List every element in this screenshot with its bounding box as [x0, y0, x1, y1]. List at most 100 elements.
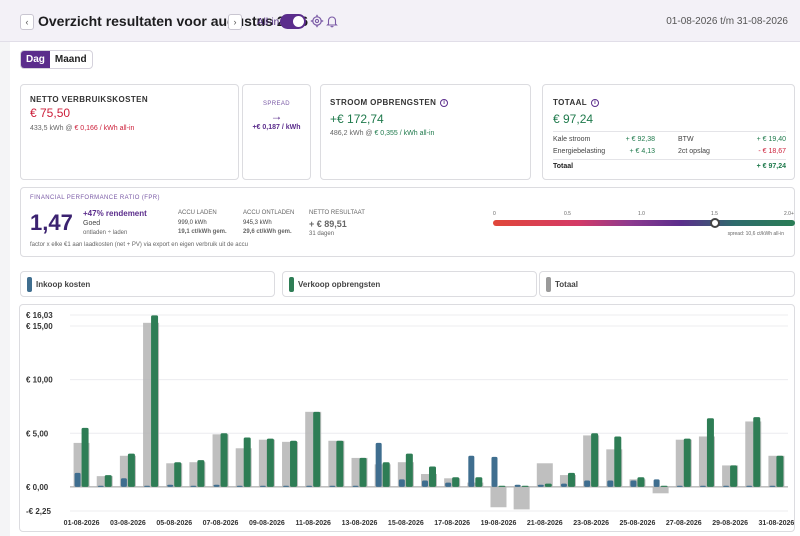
row-label: Energiebelasting: [553, 148, 606, 155]
legend-verkoop[interactable]: Verkoop opbrengsten: [282, 271, 537, 297]
bar-verkoop[interactable]: [174, 462, 182, 487]
bar-verkoop[interactable]: [104, 475, 112, 487]
bar-verkoop[interactable]: [81, 427, 89, 487]
bar-inkoop[interactable]: [329, 485, 336, 487]
bar-verkoop[interactable]: [567, 472, 575, 487]
kosten-value: € 75,50: [30, 106, 71, 120]
bar-inkoop[interactable]: [630, 480, 637, 487]
bar-inkoop[interactable]: [306, 485, 313, 487]
row-label: 2ct opslag: [678, 148, 710, 155]
bar-inkoop[interactable]: [607, 480, 614, 487]
bar-inkoop[interactable]: [676, 485, 683, 487]
legend-swatch: [546, 277, 551, 292]
opbrengsten-value: +€ 172,74: [330, 112, 384, 126]
bar-verkoop[interactable]: [382, 462, 390, 487]
next-period-button[interactable]: ›: [228, 14, 242, 30]
top-bar: ‹ Overzicht resultaten voor augustus 202…: [0, 0, 800, 42]
bar-verkoop[interactable]: [498, 485, 506, 487]
bar-verkoop[interactable]: [220, 433, 228, 487]
bar-inkoop[interactable]: [190, 485, 197, 487]
bar-verkoop[interactable]: [336, 440, 344, 487]
x-tick-label: 07-08-2026: [203, 520, 239, 527]
bar-inkoop[interactable]: [769, 485, 776, 487]
bar-totaal[interactable]: [490, 486, 507, 508]
bar-inkoop[interactable]: [398, 479, 405, 487]
bar-verkoop[interactable]: [475, 477, 483, 487]
bar-inkoop[interactable]: [97, 485, 104, 487]
legend-inkoop[interactable]: Inkoop kosten: [20, 271, 275, 297]
bar-verkoop[interactable]: [683, 438, 691, 487]
bar-inkoop[interactable]: [144, 485, 151, 487]
legend-totaal[interactable]: Totaal: [539, 271, 795, 297]
bar-verkoop[interactable]: [243, 437, 251, 487]
bar-inkoop[interactable]: [723, 485, 730, 487]
bar-verkoop[interactable]: [290, 440, 298, 487]
allin-toggle[interactable]: [280, 14, 306, 29]
bar-verkoop[interactable]: [521, 485, 529, 487]
bar-inkoop[interactable]: [537, 484, 544, 487]
bar-verkoop[interactable]: [637, 477, 645, 487]
bar-inkoop[interactable]: [422, 480, 428, 487]
bar-totaal[interactable]: [513, 486, 530, 510]
bar-verkoop[interactable]: [544, 483, 552, 487]
bar-verkoop[interactable]: [359, 457, 367, 487]
x-tick-label: 13-08-2026: [342, 520, 378, 527]
kosten-detail-price: € 0,166 / kWh all-in: [74, 125, 135, 132]
bell-icon[interactable]: [325, 14, 339, 28]
bar-inkoop[interactable]: [213, 484, 220, 487]
x-tick-label: 25-08-2026: [620, 520, 656, 527]
bar-verkoop[interactable]: [266, 438, 274, 487]
bar-verkoop[interactable]: [405, 453, 413, 487]
bar-inkoop[interactable]: [746, 485, 753, 487]
kosten-detail-kwh: 433,5 kWh @: [30, 125, 75, 132]
bar-verkoop[interactable]: [753, 417, 761, 487]
x-tick-label: 09-08-2026: [249, 520, 285, 527]
bar-verkoop[interactable]: [660, 485, 668, 487]
bar-inkoop[interactable]: [445, 482, 452, 487]
bar-inkoop[interactable]: [653, 479, 660, 487]
bar-verkoop[interactable]: [429, 466, 436, 487]
bar-inkoop[interactable]: [120, 478, 127, 487]
bar-verkoop[interactable]: [706, 418, 714, 487]
bar-inkoop[interactable]: [560, 483, 567, 487]
info-icon[interactable]: i: [440, 99, 449, 107]
bar-inkoop[interactable]: [375, 442, 382, 487]
fpr-scale-marker: [709, 218, 720, 228]
total-label: Totaal: [553, 163, 574, 170]
daily-results-chart: € 16,03 € 15,00 € 10,00 € 5,00 € 0,00 -€ 2,25…: [26, 311, 794, 527]
bar-inkoop[interactable]: [259, 485, 266, 487]
bar-inkoop[interactable]: [352, 485, 359, 487]
bar-inkoop[interactable]: [699, 485, 706, 487]
tab-dag[interactable]: Dag: [21, 51, 50, 68]
fpr-ratio: 1,47: [30, 210, 73, 235]
bar-totaal[interactable]: [536, 463, 553, 487]
bar-inkoop[interactable]: [468, 455, 475, 487]
bar-verkoop[interactable]: [776, 455, 784, 487]
bar-totaal[interactable]: [652, 486, 669, 494]
tab-maand[interactable]: Maand: [54, 54, 87, 65]
date-range: 01-08-2026 t/m 31-08-2026: [666, 16, 788, 27]
bar-verkoop[interactable]: [730, 465, 738, 487]
bar-verkoop[interactable]: [614, 436, 622, 487]
prev-period-button[interactable]: ‹: [20, 14, 34, 30]
bar-verkoop[interactable]: [151, 315, 159, 487]
gear-icon[interactable]: [310, 14, 324, 28]
bar-verkoop[interactable]: [127, 453, 135, 487]
bar-inkoop[interactable]: [491, 456, 498, 487]
bar-verkoop[interactable]: [197, 460, 205, 487]
legend-swatch: [27, 277, 32, 292]
x-tick-label: 15-08-2026: [388, 520, 424, 527]
bar-inkoop[interactable]: [167, 484, 174, 487]
bar-verkoop[interactable]: [452, 477, 460, 487]
info-icon[interactable]: i: [591, 99, 600, 107]
bar-inkoop[interactable]: [584, 480, 591, 487]
bar-inkoop[interactable]: [236, 485, 243, 487]
accu-ontladen-price: 29,6 ct/kWh gem.: [243, 229, 292, 235]
accu-laden-price: 19,1 ct/kWh gem.: [178, 229, 227, 235]
bar-inkoop[interactable]: [514, 484, 521, 487]
bar-verkoop[interactable]: [313, 411, 321, 487]
bar-inkoop[interactable]: [74, 472, 81, 487]
bar-verkoop[interactable]: [591, 433, 599, 487]
bar-inkoop[interactable]: [283, 485, 290, 487]
divider: [553, 131, 786, 132]
